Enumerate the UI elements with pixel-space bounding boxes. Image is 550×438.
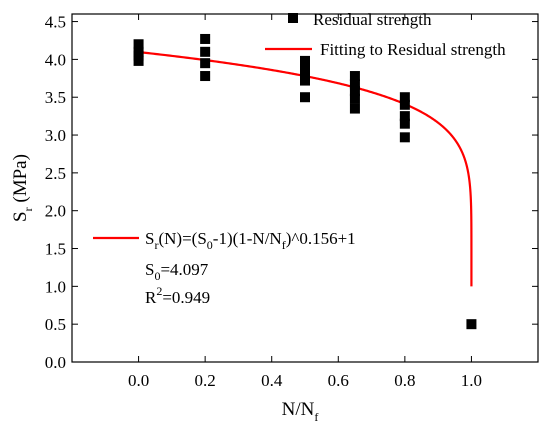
data-point <box>300 55 310 66</box>
y-tick-label: 1.5 <box>45 240 66 259</box>
data-point <box>300 63 310 74</box>
y-tick-label: 0.0 <box>45 353 66 372</box>
data-point <box>300 75 310 86</box>
data-point <box>399 92 410 103</box>
y-tick-label: 4.5 <box>45 13 66 32</box>
y-tick-label: 1.0 <box>45 277 66 296</box>
x-tick-label: 0.0 <box>128 371 149 390</box>
data-point <box>300 92 310 103</box>
x-tick-label: 0.8 <box>394 371 415 390</box>
data-points <box>133 33 477 330</box>
fit-curve <box>138 50 473 287</box>
data-point <box>200 46 211 57</box>
x-tick-label: 0.2 <box>195 371 216 390</box>
data-point <box>133 50 144 61</box>
x-axis-title: N/Nf <box>282 399 319 424</box>
y-axis-title: Sr (MPa) <box>10 154 35 222</box>
y-tick-label: 0.5 <box>45 315 66 334</box>
plot-frame <box>71 13 539 363</box>
legend-label-fit: Fitting to Residual strength <box>320 40 506 59</box>
y-tick-label: 4.0 <box>45 50 66 69</box>
y-tick-label: 3.0 <box>45 126 66 145</box>
y-axis-ticks: 0.0 0.5 1.0 1.5 2.0 2.5 3.0 3.5 4.0 4.5 <box>45 13 538 372</box>
r2-value: R2=0.949 <box>145 284 210 307</box>
fit-equation: Sr(N)=(S0-1)(1-N/Nf)^0.156+1 <box>145 229 356 252</box>
data-point <box>399 99 410 110</box>
data-point <box>399 118 410 129</box>
data-point <box>349 103 360 114</box>
data-point <box>349 79 360 90</box>
y-tick-label: 2.5 <box>45 164 66 183</box>
data-point <box>466 319 477 330</box>
fit-annotation: Sr(N)=(S0-1)(1-N/Nf)^0.156+1 S0=4.097 R2… <box>93 229 356 307</box>
legend-label-residual: Residual strength <box>313 10 432 29</box>
y-tick-label: 2.0 <box>45 202 66 221</box>
y-tick-label: 3.5 <box>45 88 66 107</box>
data-point <box>200 58 211 69</box>
data-point <box>399 132 410 143</box>
legend: Residual strength Fitting to Residual st… <box>265 10 506 59</box>
data-point <box>399 111 410 122</box>
x-tick-label: 0.4 <box>261 371 283 390</box>
data-point <box>133 39 144 50</box>
data-point <box>200 33 211 44</box>
data-point <box>200 71 211 82</box>
data-point <box>349 93 360 104</box>
data-point <box>349 86 360 97</box>
legend-marker-residual <box>288 13 298 23</box>
data-point <box>349 71 360 82</box>
x-tick-label: 0.6 <box>328 371 349 390</box>
x-axis-ticks: 0.0 0.2 0.4 0.6 0.8 1.0 <box>128 14 482 390</box>
data-point <box>133 55 144 66</box>
s0-value: S0=4.097 <box>145 260 209 283</box>
x-tick-label: 1.0 <box>461 371 482 390</box>
